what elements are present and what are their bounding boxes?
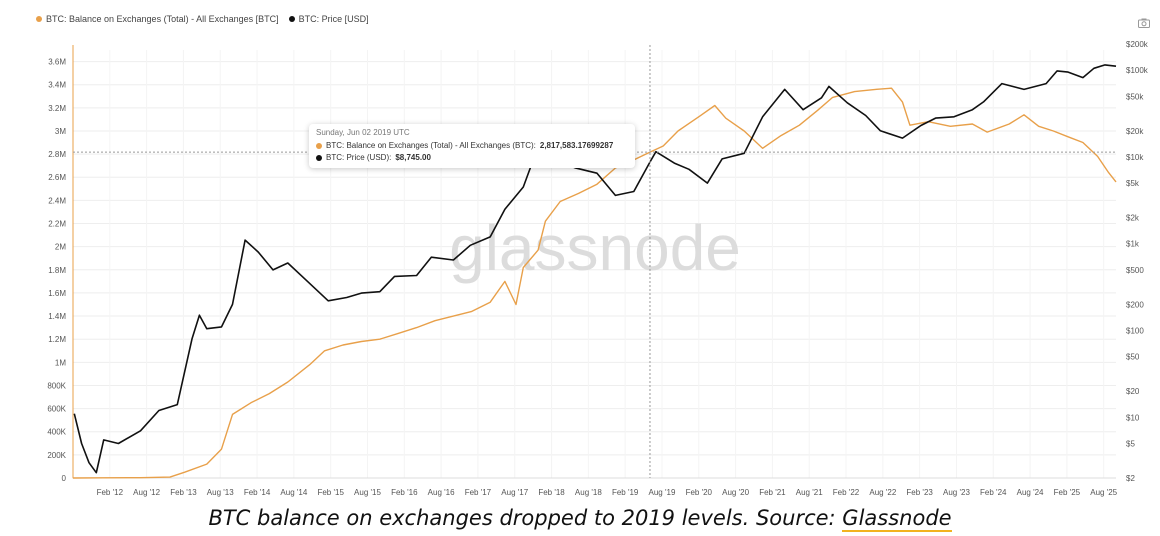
x-tick-label: Aug '21 (796, 488, 823, 497)
x-tick-label: Feb '21 (759, 488, 786, 497)
x-tick-label: Aug '25 (1090, 488, 1117, 497)
x-tick-label: Aug '14 (280, 488, 307, 497)
gridlines (72, 45, 1116, 479)
tooltip-label-balance: BTC: Balance on Exchanges (Total) - All … (326, 141, 536, 150)
legend-label-price: BTC: Price [USD] (298, 14, 369, 24)
x-tick-label: Aug '12 (133, 488, 160, 497)
x-tick-label: Feb '15 (317, 488, 344, 497)
y-right-tick-label: $100 (1126, 327, 1144, 336)
x-tick-label: Feb '25 (1054, 488, 1081, 497)
x-tick-label: Aug '13 (207, 488, 234, 497)
x-tick-label: Feb '18 (538, 488, 565, 497)
tooltip-row-price: BTC: Price (USD): $8,745.00 (316, 153, 628, 162)
chart-canvas: glassnode 0 200K 400K 600K 800K 1M 1.2M 1.4M 1.6… (47, 40, 1149, 497)
y-left-tick-label: 3.4M (48, 81, 66, 90)
tooltip-dot-balance (316, 142, 322, 149)
y-left-tick-label: 2.2M (48, 220, 66, 229)
x-tick-label: Feb '17 (465, 488, 492, 497)
y-right-tick-label: $200 (1126, 300, 1144, 309)
y-left-tick-label: 2.4M (48, 196, 66, 205)
y-left-tick-label: 1.8M (48, 266, 66, 275)
y-right-tick-label: $5k (1126, 179, 1140, 188)
x-tick-label: Feb '16 (391, 488, 418, 497)
figure-caption: BTC balance on exchanges dropped to 2019… (0, 506, 1160, 532)
tooltip-value-balance: 2,817,583.17699287 (539, 141, 614, 150)
y-right-tick-label: $2 (1126, 474, 1135, 483)
x-tick-label: Aug '16 (428, 488, 455, 497)
caption-text: BTC balance on exchanges dropped to 2019… (208, 506, 843, 530)
x-tick-label: Feb '22 (833, 488, 860, 497)
x-tick-label: Feb '23 (906, 488, 933, 497)
tooltip-dot-price (316, 154, 322, 161)
x-tick-label: Aug '19 (649, 488, 676, 497)
y-right-tick-label: $20k (1126, 127, 1144, 136)
y-right-tick-label: $100k (1126, 66, 1149, 75)
tooltip-row-balance: BTC: Balance on Exchanges (Total) - All … (316, 141, 628, 150)
y-right-tick-label: $5 (1126, 439, 1135, 448)
legend-dot-price (288, 16, 295, 22)
legend-label-balance: BTC: Balance on Exchanges (Total) - All … (46, 14, 279, 24)
y-left-tick-label: 2M (55, 243, 66, 252)
legend-item-price[interactable]: BTC: Price [USD] (288, 14, 369, 24)
x-tick-label: Feb '24 (980, 488, 1007, 497)
x-tick-label: Aug '20 (722, 488, 749, 497)
y-left-tick-label: 1.2M (48, 335, 66, 344)
y-left-tick-label: 200K (47, 451, 66, 460)
y-left-tick-label: 400K (47, 428, 66, 437)
y-right-tick-label: $200k (1126, 40, 1149, 49)
y-right-tick-label: $500 (1126, 266, 1144, 275)
x-axis: Feb '12 Aug '12 Feb '13 Aug '13 Feb '14 Aug '… (97, 488, 1118, 497)
hover-tooltip: Sunday, Jun 02 2019 UTC BTC: Balance on … (309, 124, 635, 168)
x-tick-label: Aug '17 (501, 488, 528, 497)
y-left-tick-label: 3.6M (48, 58, 66, 67)
x-tick-label: Aug '24 (1017, 488, 1044, 497)
x-tick-label: Feb '13 (170, 488, 197, 497)
y-axis-right: $2 $5 $10 $20 $50 $100 $200 $500 $1k $2k $5k $10k $2… (1126, 40, 1149, 483)
tooltip-label-price: BTC: Price (USD): (326, 153, 392, 162)
y-right-tick-label: $20 (1126, 387, 1140, 396)
y-right-tick-label: $10k (1126, 153, 1144, 162)
camera-icon[interactable] (1138, 18, 1150, 28)
x-tick-label: Aug '15 (354, 488, 381, 497)
y-right-tick-label: $50 (1126, 353, 1140, 362)
y-left-tick-label: 1.4M (48, 312, 66, 321)
y-left-tick-label: 1M (55, 358, 66, 367)
legend-item-balance[interactable]: BTC: Balance on Exchanges (Total) - All … (36, 14, 279, 24)
y-right-tick-label: $50k (1126, 92, 1144, 101)
y-left-tick-label: 2.6M (48, 173, 66, 182)
x-tick-label: Feb '14 (244, 488, 271, 497)
y-left-tick-label: 600K (47, 405, 66, 414)
x-tick-label: Feb '12 (97, 488, 124, 497)
x-tick-label: Aug '22 (869, 488, 896, 497)
caption-source-link[interactable]: Glassnode (842, 506, 952, 532)
x-tick-label: Aug '23 (943, 488, 970, 497)
y-left-tick-label: 800K (47, 381, 66, 390)
x-tick-label: Feb '20 (686, 488, 713, 497)
y-left-tick-label: 3.2M (48, 104, 66, 113)
y-left-tick-label: 2.8M (48, 150, 66, 159)
chart-legend: BTC: Balance on Exchanges (Total) - All … (36, 14, 369, 24)
watermark: glassnode (449, 212, 741, 284)
y-right-tick-label: $2k (1126, 214, 1140, 223)
tooltip-value-price: $8,745.00 (395, 153, 431, 162)
y-right-tick-label: $10 (1126, 413, 1140, 422)
y-left-tick-label: 0 (62, 474, 67, 483)
x-tick-label: Aug '18 (575, 488, 602, 497)
x-tick-label: Feb '19 (612, 488, 639, 497)
legend-dot-balance (36, 16, 42, 22)
y-left-tick-label: 3M (55, 127, 66, 136)
y-axis-left: 0 200K 400K 600K 800K 1M 1.2M 1.4M 1.6M 1.8M 2M 2.2… (47, 58, 66, 483)
y-right-tick-label: $1k (1126, 240, 1140, 249)
y-left-tick-label: 1.6M (48, 289, 66, 298)
tooltip-date: Sunday, Jun 02 2019 UTC (316, 128, 410, 137)
